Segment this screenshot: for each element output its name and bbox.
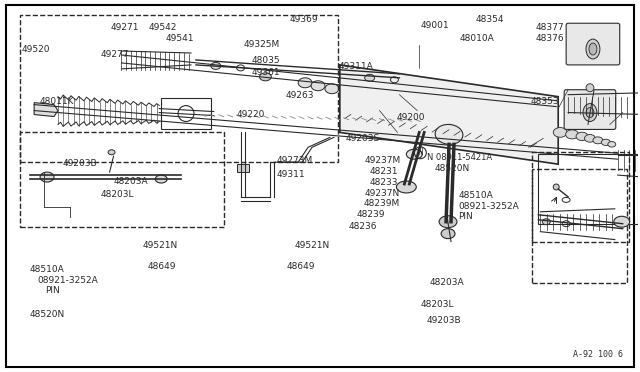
Ellipse shape bbox=[211, 62, 221, 69]
Text: 48520N: 48520N bbox=[435, 164, 470, 173]
Text: 48203L: 48203L bbox=[101, 190, 134, 199]
Ellipse shape bbox=[553, 128, 567, 137]
Text: 48203L: 48203L bbox=[420, 300, 454, 310]
Text: 49541: 49541 bbox=[166, 34, 194, 43]
Text: 48239: 48239 bbox=[357, 210, 385, 219]
Ellipse shape bbox=[108, 150, 115, 155]
Text: 49200: 49200 bbox=[396, 113, 425, 122]
Text: PIN: PIN bbox=[45, 286, 60, 295]
Ellipse shape bbox=[259, 73, 271, 81]
Text: N: N bbox=[417, 148, 423, 157]
Ellipse shape bbox=[441, 229, 455, 238]
Text: 48231: 48231 bbox=[369, 167, 398, 176]
Text: 49521N: 49521N bbox=[294, 241, 330, 250]
Text: 48011K: 48011K bbox=[39, 97, 74, 106]
Text: 48510A: 48510A bbox=[458, 191, 493, 200]
Text: 48203A: 48203A bbox=[113, 177, 148, 186]
Ellipse shape bbox=[439, 216, 457, 228]
Text: 49220: 49220 bbox=[236, 109, 264, 119]
Text: 49311A: 49311A bbox=[339, 61, 374, 71]
FancyBboxPatch shape bbox=[566, 23, 620, 65]
Text: 49520: 49520 bbox=[22, 45, 50, 54]
Ellipse shape bbox=[576, 132, 588, 141]
Ellipse shape bbox=[608, 141, 616, 147]
Text: 08921-3252A: 08921-3252A bbox=[458, 202, 519, 211]
Ellipse shape bbox=[614, 216, 630, 227]
Ellipse shape bbox=[406, 149, 422, 159]
Text: 48377: 48377 bbox=[536, 23, 564, 32]
Text: 48236: 48236 bbox=[349, 222, 377, 231]
Ellipse shape bbox=[583, 104, 597, 122]
Text: 48035: 48035 bbox=[252, 56, 281, 65]
Ellipse shape bbox=[593, 137, 603, 144]
Ellipse shape bbox=[566, 130, 579, 139]
Bar bbox=[237, 164, 248, 172]
Ellipse shape bbox=[311, 81, 325, 91]
Text: 49521N: 49521N bbox=[142, 241, 177, 250]
Bar bbox=[532, 169, 627, 283]
Ellipse shape bbox=[365, 74, 374, 81]
Polygon shape bbox=[34, 103, 58, 116]
Ellipse shape bbox=[586, 108, 594, 118]
Ellipse shape bbox=[586, 39, 600, 59]
Text: 49325M: 49325M bbox=[244, 41, 280, 49]
Ellipse shape bbox=[586, 84, 594, 92]
Text: A-92 100 6: A-92 100 6 bbox=[573, 350, 623, 359]
Text: 08921-3252A: 08921-3252A bbox=[37, 276, 98, 285]
Text: 49277: 49277 bbox=[101, 51, 129, 60]
Text: 49542: 49542 bbox=[148, 23, 177, 32]
Ellipse shape bbox=[589, 43, 597, 55]
Ellipse shape bbox=[396, 181, 416, 193]
Text: 49271: 49271 bbox=[110, 23, 139, 32]
Ellipse shape bbox=[542, 219, 550, 225]
Ellipse shape bbox=[298, 78, 312, 88]
Text: 48203A: 48203A bbox=[429, 278, 464, 287]
Text: 49361: 49361 bbox=[252, 68, 281, 77]
Bar bbox=[161, 98, 211, 129]
Ellipse shape bbox=[325, 84, 339, 94]
Text: 49311: 49311 bbox=[277, 170, 305, 179]
Text: 48649: 48649 bbox=[147, 262, 176, 271]
Text: 48520N: 48520N bbox=[29, 310, 64, 319]
Text: 48010A: 48010A bbox=[460, 34, 495, 43]
Ellipse shape bbox=[156, 175, 167, 183]
FancyBboxPatch shape bbox=[564, 90, 616, 129]
Bar bbox=[538, 154, 637, 224]
Polygon shape bbox=[340, 65, 558, 164]
Text: 48376: 48376 bbox=[536, 34, 564, 43]
Ellipse shape bbox=[584, 135, 595, 142]
Text: 49001: 49001 bbox=[420, 21, 449, 30]
Text: 49273M: 49273M bbox=[277, 155, 313, 165]
Ellipse shape bbox=[553, 184, 559, 190]
Text: 49203S: 49203S bbox=[346, 134, 380, 142]
Text: 48353: 48353 bbox=[531, 97, 559, 106]
Text: 49263: 49263 bbox=[285, 91, 314, 100]
Ellipse shape bbox=[40, 172, 54, 182]
Text: 49203B: 49203B bbox=[427, 316, 461, 325]
Text: 49237N: 49237N bbox=[364, 189, 400, 198]
Text: 48510A: 48510A bbox=[29, 264, 64, 273]
Text: 48239M: 48239M bbox=[363, 199, 399, 208]
Text: 49203B: 49203B bbox=[63, 159, 97, 169]
Bar bbox=[20, 132, 224, 227]
Text: N 08911-5421A: N 08911-5421A bbox=[427, 153, 492, 162]
Text: 48354: 48354 bbox=[476, 15, 504, 23]
Bar bbox=[532, 152, 628, 241]
Ellipse shape bbox=[602, 139, 611, 145]
Ellipse shape bbox=[435, 124, 463, 144]
Text: 48649: 48649 bbox=[287, 262, 316, 271]
Text: 48233: 48233 bbox=[369, 178, 398, 187]
Text: 49369: 49369 bbox=[289, 15, 318, 23]
Text: PIN: PIN bbox=[458, 212, 473, 221]
Text: 49237M: 49237M bbox=[364, 156, 401, 166]
Bar bbox=[20, 15, 338, 162]
